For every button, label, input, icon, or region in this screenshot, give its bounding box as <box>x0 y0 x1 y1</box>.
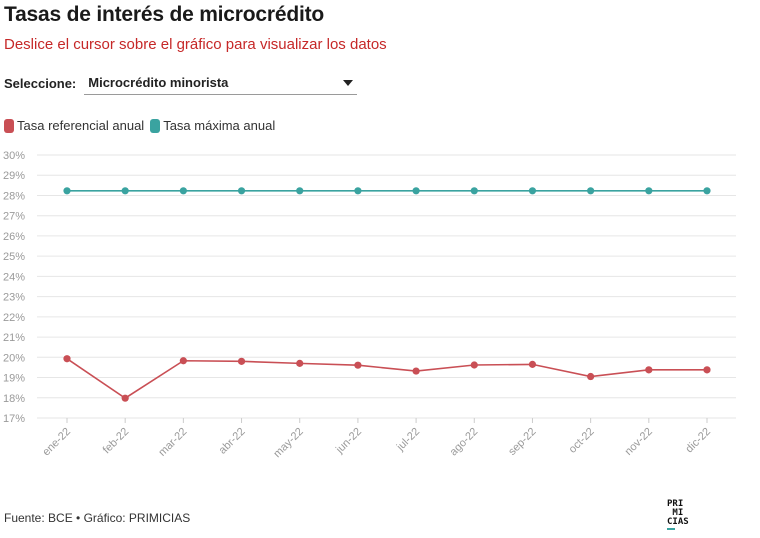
legend-item-maxima[interactable]: Tasa máxima anual <box>150 118 275 133</box>
data-point-maxima[interactable] <box>237 187 246 195</box>
x-tick-label: feb-22 <box>101 426 132 457</box>
data-point-referencial[interactable] <box>63 355 71 363</box>
series-line-referencial <box>66 358 707 400</box>
series-selector: Seleccione: Microcrédito minorista <box>4 70 358 96</box>
x-tick-label: jun-22 <box>333 426 364 457</box>
data-point-maxima[interactable] <box>703 187 711 195</box>
chart-legend: Tasa referencial anual Tasa máxima anual <box>4 118 281 133</box>
logo-accent-bar <box>667 528 675 530</box>
x-tick-label: mar-22 <box>156 426 189 459</box>
x-tick-label: jul-22 <box>394 426 422 454</box>
x-tick-label: abr-22 <box>217 426 248 457</box>
data-point-referencial[interactable] <box>470 361 478 369</box>
chart-title: Tasas de interés de microcrédito <box>4 3 325 26</box>
legend-item-referencial[interactable]: Tasa referencial anual <box>4 118 144 133</box>
logo-line-2: MI <box>667 508 684 518</box>
data-point-maxima[interactable] <box>470 187 478 195</box>
data-point-referencial[interactable] <box>587 372 595 381</box>
legend-swatch-maxima <box>150 118 161 133</box>
y-tick-label: 23% <box>3 292 25 304</box>
legend-label-referencial: Tasa referencial anual <box>17 118 145 133</box>
logo-line-3: CIAS <box>667 517 689 527</box>
x-tick-label: ene-22 <box>40 426 73 459</box>
legend-label-maxima: Tasa máxima anual <box>163 118 276 133</box>
y-tick-label: 25% <box>3 251 25 263</box>
y-tick-label: 18% <box>3 393 25 405</box>
data-point-maxima[interactable] <box>354 187 362 195</box>
y-tick-label: 19% <box>3 373 25 385</box>
x-tick-label: ago-22 <box>448 426 481 459</box>
source-note: Fuente: BCE • Gráfico: PRIMICIAS <box>4 511 191 525</box>
data-point-referencial[interactable] <box>237 357 246 365</box>
data-point-maxima[interactable] <box>645 187 653 195</box>
x-tick-label: sep-22 <box>506 426 538 458</box>
data-point-maxima[interactable] <box>179 187 187 195</box>
data-point-referencial[interactable] <box>645 366 653 374</box>
data-point-referencial[interactable] <box>528 360 537 368</box>
data-point-maxima[interactable] <box>63 187 71 195</box>
y-tick-label: 20% <box>3 352 25 364</box>
y-tick-label: 30% <box>3 150 25 162</box>
y-tick-label: 21% <box>3 332 25 344</box>
data-point-maxima[interactable] <box>528 187 537 195</box>
x-tick-label: oct-22 <box>567 426 597 456</box>
data-point-maxima[interactable] <box>121 187 129 195</box>
data-point-referencial[interactable] <box>179 357 187 365</box>
data-point-referencial[interactable] <box>121 394 129 402</box>
y-tick-label: 28% <box>3 190 25 202</box>
x-tick-label: dic-22 <box>683 426 713 456</box>
y-tick-label: 26% <box>3 231 25 243</box>
data-point-maxima[interactable] <box>296 187 304 195</box>
y-tick-label: 24% <box>3 271 25 283</box>
data-point-referencial[interactable] <box>296 359 304 367</box>
y-tick-label: 27% <box>3 211 25 223</box>
legend-swatch-referencial <box>4 118 14 133</box>
selector-label: Seleccione: <box>4 75 77 91</box>
line-chart[interactable]: 17% 18% 19% 20% 21% 22% 23% 24% 25% 26% 27% 28% 29% 3… <box>0 145 760 475</box>
y-tick-label: 17% <box>3 413 25 425</box>
data-point-referencial[interactable] <box>412 367 420 375</box>
data-point-maxima[interactable] <box>587 187 595 195</box>
rate-type-dropdown[interactable]: Microcrédito minorista <box>84 71 358 95</box>
data-point-referencial[interactable] <box>703 366 711 374</box>
x-tick-label: nov-22 <box>623 426 655 458</box>
data-point-maxima[interactable] <box>412 187 420 195</box>
y-tick-label: 29% <box>3 170 25 182</box>
logo-line-1: PRI <box>667 499 684 509</box>
chart-subtitle: Deslice el cursor sobre el gráfico para … <box>4 36 387 53</box>
primicias-logo: PRI MI CIAS <box>667 500 707 530</box>
dropdown-selected-value: Microcrédito minorista <box>88 75 229 90</box>
y-tick-label: 22% <box>3 312 25 324</box>
chevron-down-icon[interactable] <box>343 79 354 86</box>
x-tick-label: may-22 <box>271 426 305 460</box>
data-point-referencial[interactable] <box>354 361 362 369</box>
